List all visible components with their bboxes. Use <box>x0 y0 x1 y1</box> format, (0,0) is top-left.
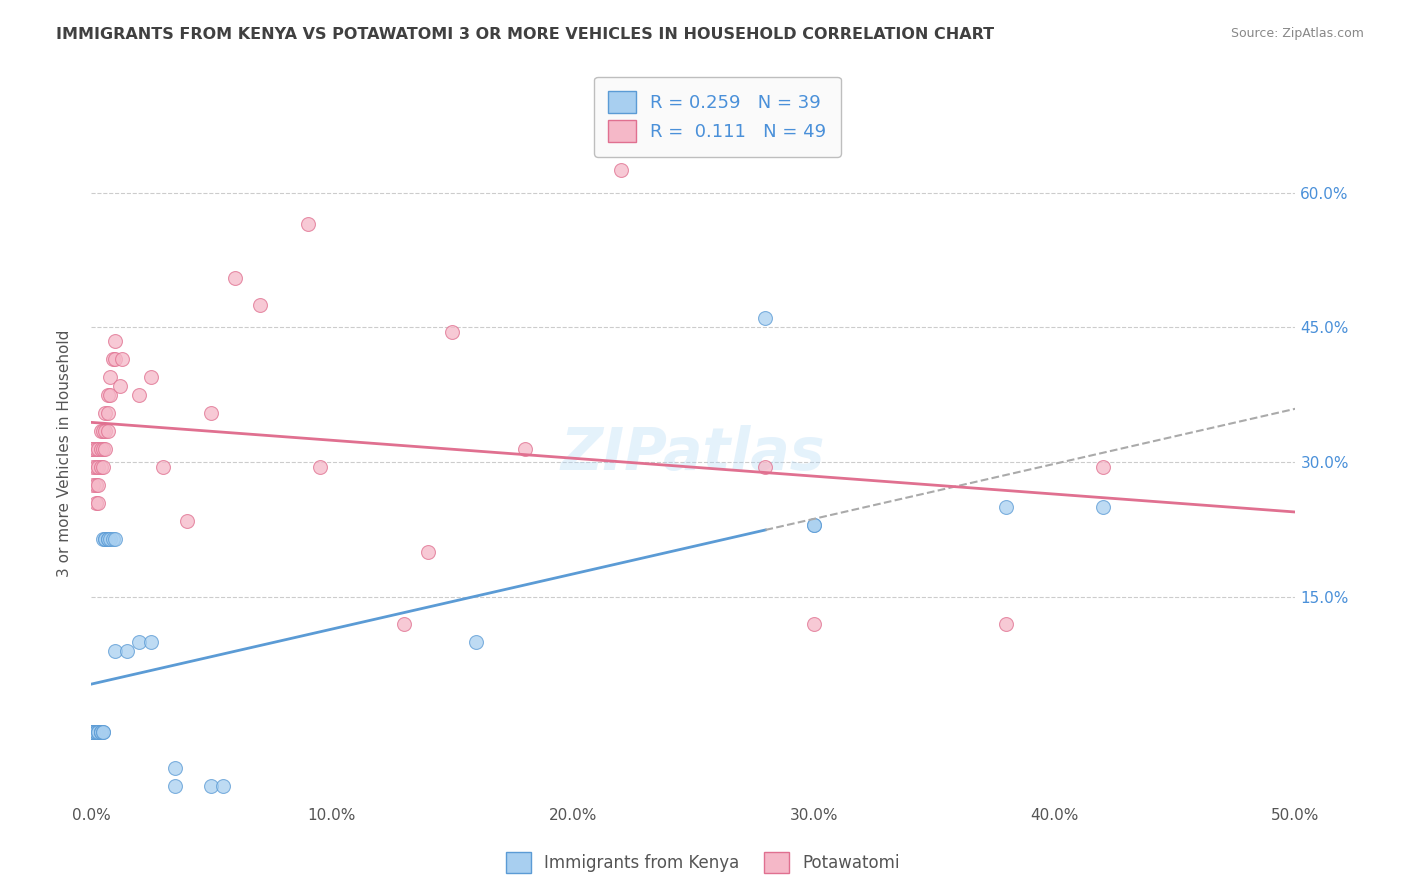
Point <box>82 459 104 474</box>
Point <box>97 424 120 438</box>
Legend: Immigrants from Kenya, Potawatomi: Immigrants from Kenya, Potawatomi <box>499 846 907 880</box>
Point <box>803 616 825 631</box>
Point <box>91 724 114 739</box>
Point <box>84 477 107 491</box>
Point <box>441 325 464 339</box>
Point <box>803 518 825 533</box>
Point <box>141 635 163 649</box>
Point <box>91 424 114 438</box>
Point <box>98 369 121 384</box>
Text: ZIPatlas: ZIPatlas <box>561 425 825 482</box>
Point <box>513 442 536 456</box>
Point <box>87 495 110 509</box>
Point <box>84 724 107 739</box>
Point <box>90 724 112 739</box>
Point <box>82 724 104 739</box>
Text: IMMIGRANTS FROM KENYA VS POTAWATOMI 3 OR MORE VEHICLES IN HOUSEHOLD CORRELATION : IMMIGRANTS FROM KENYA VS POTAWATOMI 3 OR… <box>56 27 994 42</box>
Point <box>94 442 117 456</box>
Point <box>87 724 110 739</box>
Point <box>212 779 235 793</box>
Point <box>465 635 488 649</box>
Point <box>101 351 124 366</box>
Point <box>82 477 104 491</box>
Point <box>90 424 112 438</box>
Point <box>94 532 117 546</box>
Point <box>87 442 110 456</box>
Point <box>90 442 112 456</box>
Y-axis label: 3 or more Vehicles in Household: 3 or more Vehicles in Household <box>58 329 72 577</box>
Point <box>82 724 104 739</box>
Point <box>249 298 271 312</box>
Point <box>87 724 110 739</box>
Point <box>995 616 1018 631</box>
Point <box>84 724 107 739</box>
Point <box>80 724 103 739</box>
Point <box>754 459 776 474</box>
Point <box>104 334 127 348</box>
Point <box>97 532 120 546</box>
Point <box>84 459 107 474</box>
Point <box>308 459 330 474</box>
Point <box>98 532 121 546</box>
Point <box>754 311 776 326</box>
Point <box>80 442 103 456</box>
Point <box>297 217 319 231</box>
Point <box>84 442 107 456</box>
Point <box>392 616 415 631</box>
Point <box>94 424 117 438</box>
Point <box>108 379 131 393</box>
Point <box>176 514 198 528</box>
Point <box>115 644 138 658</box>
Point <box>97 532 120 546</box>
Point <box>1091 459 1114 474</box>
Point <box>224 271 246 285</box>
Text: Source: ZipAtlas.com: Source: ZipAtlas.com <box>1230 27 1364 40</box>
Point <box>101 532 124 546</box>
Point <box>80 724 103 739</box>
Point <box>104 351 127 366</box>
Point <box>803 518 825 533</box>
Point <box>91 459 114 474</box>
Point <box>90 724 112 739</box>
Point <box>91 724 114 739</box>
Point <box>90 724 112 739</box>
Point <box>91 442 114 456</box>
Point <box>165 779 187 793</box>
Point <box>995 500 1018 514</box>
Point <box>97 388 120 402</box>
Point <box>94 532 117 546</box>
Point <box>104 644 127 658</box>
Point <box>87 477 110 491</box>
Point <box>1091 500 1114 514</box>
Point <box>84 724 107 739</box>
Point <box>84 495 107 509</box>
Point <box>111 351 134 366</box>
Point <box>87 459 110 474</box>
Point <box>128 635 150 649</box>
Point <box>610 163 633 178</box>
Point <box>90 459 112 474</box>
Legend: R = 0.259   N = 39, R =  0.111   N = 49: R = 0.259 N = 39, R = 0.111 N = 49 <box>593 77 841 157</box>
Point <box>128 388 150 402</box>
Point <box>82 442 104 456</box>
Point <box>97 406 120 420</box>
Point <box>152 459 174 474</box>
Point <box>141 369 163 384</box>
Point <box>82 724 104 739</box>
Point <box>418 545 440 559</box>
Point <box>80 724 103 739</box>
Point <box>94 406 117 420</box>
Point <box>165 761 187 775</box>
Point <box>200 406 222 420</box>
Point <box>104 532 127 546</box>
Point <box>98 388 121 402</box>
Point <box>91 532 114 546</box>
Point <box>80 724 103 739</box>
Point <box>200 779 222 793</box>
